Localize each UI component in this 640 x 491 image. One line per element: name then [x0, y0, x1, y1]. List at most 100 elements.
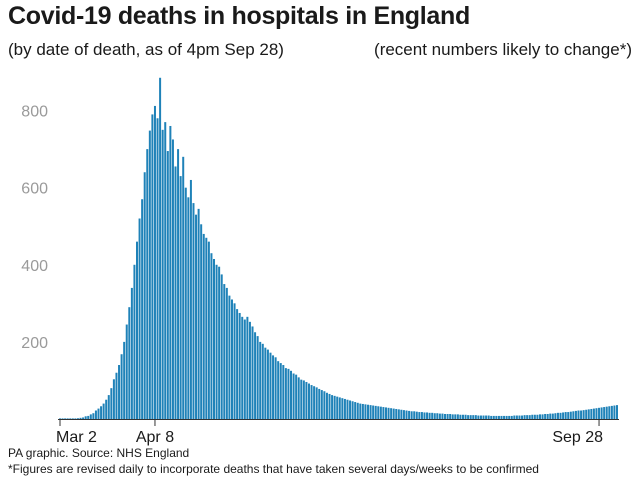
bar [246, 316, 249, 419]
bar [200, 224, 203, 419]
bar [531, 414, 534, 419]
bar [400, 409, 403, 419]
bar [500, 415, 503, 419]
y-tick-label: 200 [21, 335, 48, 352]
bar [587, 409, 590, 419]
bar [141, 199, 144, 419]
bar [100, 406, 103, 419]
bar [461, 414, 464, 419]
bar [189, 179, 192, 419]
bar [569, 411, 572, 419]
bar [497, 415, 500, 419]
bar [505, 415, 508, 419]
bar [333, 395, 336, 419]
bar [487, 415, 490, 419]
bar [384, 407, 387, 419]
bar [274, 357, 277, 419]
bar [521, 415, 524, 419]
bar [367, 404, 370, 419]
bar [343, 398, 346, 419]
bar [307, 383, 310, 419]
bar [292, 373, 295, 419]
bar [426, 412, 429, 419]
bar [454, 414, 457, 419]
bar [153, 105, 156, 420]
bar [112, 379, 115, 419]
bar [243, 319, 246, 419]
bar [110, 388, 113, 419]
bar [603, 407, 606, 419]
bar [559, 412, 562, 419]
bar [556, 412, 559, 419]
bar [495, 415, 498, 419]
bar [377, 406, 380, 419]
bar [233, 303, 236, 419]
bar [397, 409, 400, 419]
x-tick-label: Sep 28 [552, 429, 603, 446]
bar [179, 176, 182, 419]
bar [610, 405, 613, 419]
bar [369, 405, 372, 419]
bar [120, 354, 123, 419]
bar [544, 413, 547, 419]
bar [518, 415, 521, 419]
bar [585, 409, 588, 419]
bar [118, 365, 121, 419]
bar [523, 415, 526, 419]
bar [238, 312, 241, 419]
bar [479, 415, 482, 419]
bar [469, 415, 472, 419]
bar [61, 418, 64, 419]
bar [485, 415, 488, 419]
bar [130, 287, 133, 419]
chart-caveat: (recent numbers likely to change*) [374, 40, 632, 59]
bar [174, 166, 177, 419]
bar [346, 399, 349, 419]
bar [125, 324, 128, 419]
bar [159, 77, 162, 419]
bar [305, 381, 308, 419]
bar [482, 415, 485, 419]
bar [138, 218, 141, 419]
bar [438, 413, 441, 419]
bar [574, 410, 577, 419]
bar [464, 414, 467, 419]
bar [256, 336, 259, 419]
bar [182, 156, 185, 419]
bar [433, 413, 436, 419]
bar [418, 412, 421, 419]
bar [533, 414, 536, 419]
bar [156, 118, 159, 420]
bar [554, 413, 557, 419]
bar [205, 237, 208, 419]
bar [197, 208, 200, 419]
chart-subtitle: (by date of death, as of 4pm Sep 28) [8, 40, 284, 59]
bar [349, 400, 352, 419]
bar [402, 410, 405, 419]
bar [259, 341, 262, 419]
bar [218, 266, 221, 419]
bar [107, 395, 110, 419]
bar [423, 412, 426, 419]
chart-title: Covid-19 deaths in hospitals in England [8, 2, 470, 30]
bar [328, 393, 331, 419]
bar [492, 415, 495, 419]
bar [508, 415, 511, 419]
bar [251, 326, 254, 419]
bar [564, 412, 567, 419]
bar [310, 385, 313, 419]
bar [82, 417, 85, 419]
bar [595, 408, 598, 419]
y-tick-label: 400 [21, 258, 48, 275]
bar [608, 406, 611, 419]
bar [605, 406, 608, 419]
bar [320, 390, 323, 419]
bar [184, 187, 187, 419]
bar [230, 299, 233, 419]
bar [192, 203, 195, 419]
bar [71, 418, 74, 419]
bar [420, 412, 423, 419]
bar [382, 407, 385, 419]
bar [223, 284, 226, 419]
bar [613, 405, 616, 419]
